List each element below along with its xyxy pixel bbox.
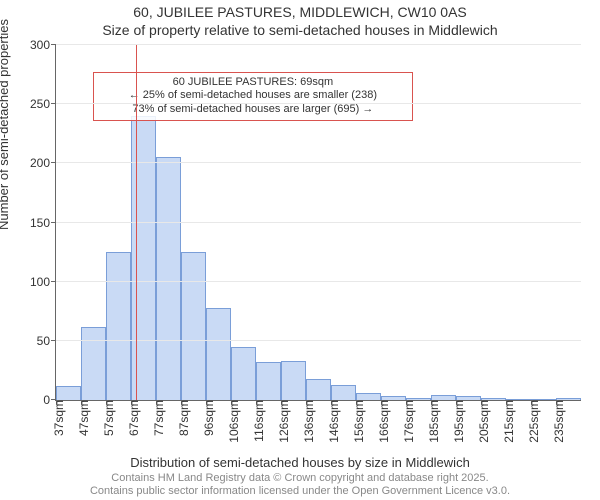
y-tick-label: 300 (30, 38, 56, 52)
x-tick-label: 166sqm (371, 400, 391, 443)
x-tick-label: 96sqm (196, 400, 216, 436)
x-tick-label: 57sqm (96, 400, 116, 436)
histogram-bar (81, 327, 106, 400)
x-tick-label: 185sqm (421, 400, 441, 443)
histogram-bar (256, 362, 281, 400)
footer-attribution: Contains HM Land Registry data © Crown c… (0, 472, 600, 498)
histogram-bar (56, 386, 81, 400)
chart-subtitle: Size of property relative to semi-detach… (0, 22, 600, 38)
x-tick-label: 106sqm (221, 400, 241, 443)
y-gridline (56, 281, 581, 282)
histogram-bar (156, 157, 181, 400)
x-tick-label: 176sqm (396, 400, 416, 443)
x-tick-label: 156sqm (346, 400, 366, 443)
x-tick-label: 126sqm (271, 400, 291, 443)
x-tick-label: 195sqm (446, 400, 466, 443)
footer-line-1: Contains HM Land Registry data © Crown c… (0, 472, 600, 485)
x-tick-label: 215sqm (496, 400, 516, 443)
y-tick-label: 150 (30, 216, 56, 230)
x-tick-label: 235sqm (546, 400, 566, 443)
y-tick-label: 250 (30, 97, 56, 111)
y-gridline (56, 162, 581, 163)
x-tick-label: 77sqm (146, 400, 166, 436)
histogram-bar (231, 347, 256, 400)
callout-line-2: ← 25% of semi-detached houses are smalle… (100, 89, 406, 103)
histogram-bar (206, 308, 231, 400)
x-tick-label: 136sqm (296, 400, 316, 443)
histogram-bar (306, 379, 331, 400)
x-tick-label: 205sqm (471, 400, 491, 443)
footer-line-2: Contains public sector information licen… (0, 485, 600, 498)
x-tick-label: 47sqm (71, 400, 91, 436)
x-tick-label: 146sqm (321, 400, 341, 443)
callout-line-1: 60 JUBILEE PASTURES: 69sqm (100, 76, 406, 90)
y-tick-label: 50 (37, 334, 56, 348)
x-tick-label: 37sqm (46, 400, 66, 436)
y-tick-label: 200 (30, 156, 56, 170)
histogram-bar (281, 361, 306, 400)
callout-line-3: 73% of semi-detached houses are larger (… (100, 103, 406, 117)
histogram-bar (331, 385, 356, 400)
y-tick-label: 100 (30, 275, 56, 289)
x-axis-label: Distribution of semi-detached houses by … (0, 455, 600, 470)
plot-area: 60 JUBILEE PASTURES: 69sqm ← 25% of semi… (55, 45, 581, 401)
histogram-bar (106, 252, 131, 400)
y-gridline (56, 222, 581, 223)
y-gridline (56, 44, 581, 45)
histogram-bar (181, 252, 206, 400)
x-tick-label: 225sqm (521, 400, 541, 443)
x-tick-label: 67sqm (121, 400, 141, 436)
property-size-chart: 60, JUBILEE PASTURES, MIDDLEWICH, CW10 0… (0, 0, 600, 500)
subject-property-marker-line (136, 45, 137, 400)
y-gridline (56, 340, 581, 341)
x-tick-label: 87sqm (171, 400, 191, 436)
y-axis-label: Number of semi-detached properties (0, 19, 11, 230)
y-gridline (56, 103, 581, 104)
property-callout-box: 60 JUBILEE PASTURES: 69sqm ← 25% of semi… (93, 72, 413, 121)
histogram-bar (131, 116, 156, 400)
chart-title: 60, JUBILEE PASTURES, MIDDLEWICH, CW10 0… (0, 4, 600, 20)
x-tick-label: 116sqm (246, 400, 266, 442)
histogram-bar (356, 393, 381, 400)
